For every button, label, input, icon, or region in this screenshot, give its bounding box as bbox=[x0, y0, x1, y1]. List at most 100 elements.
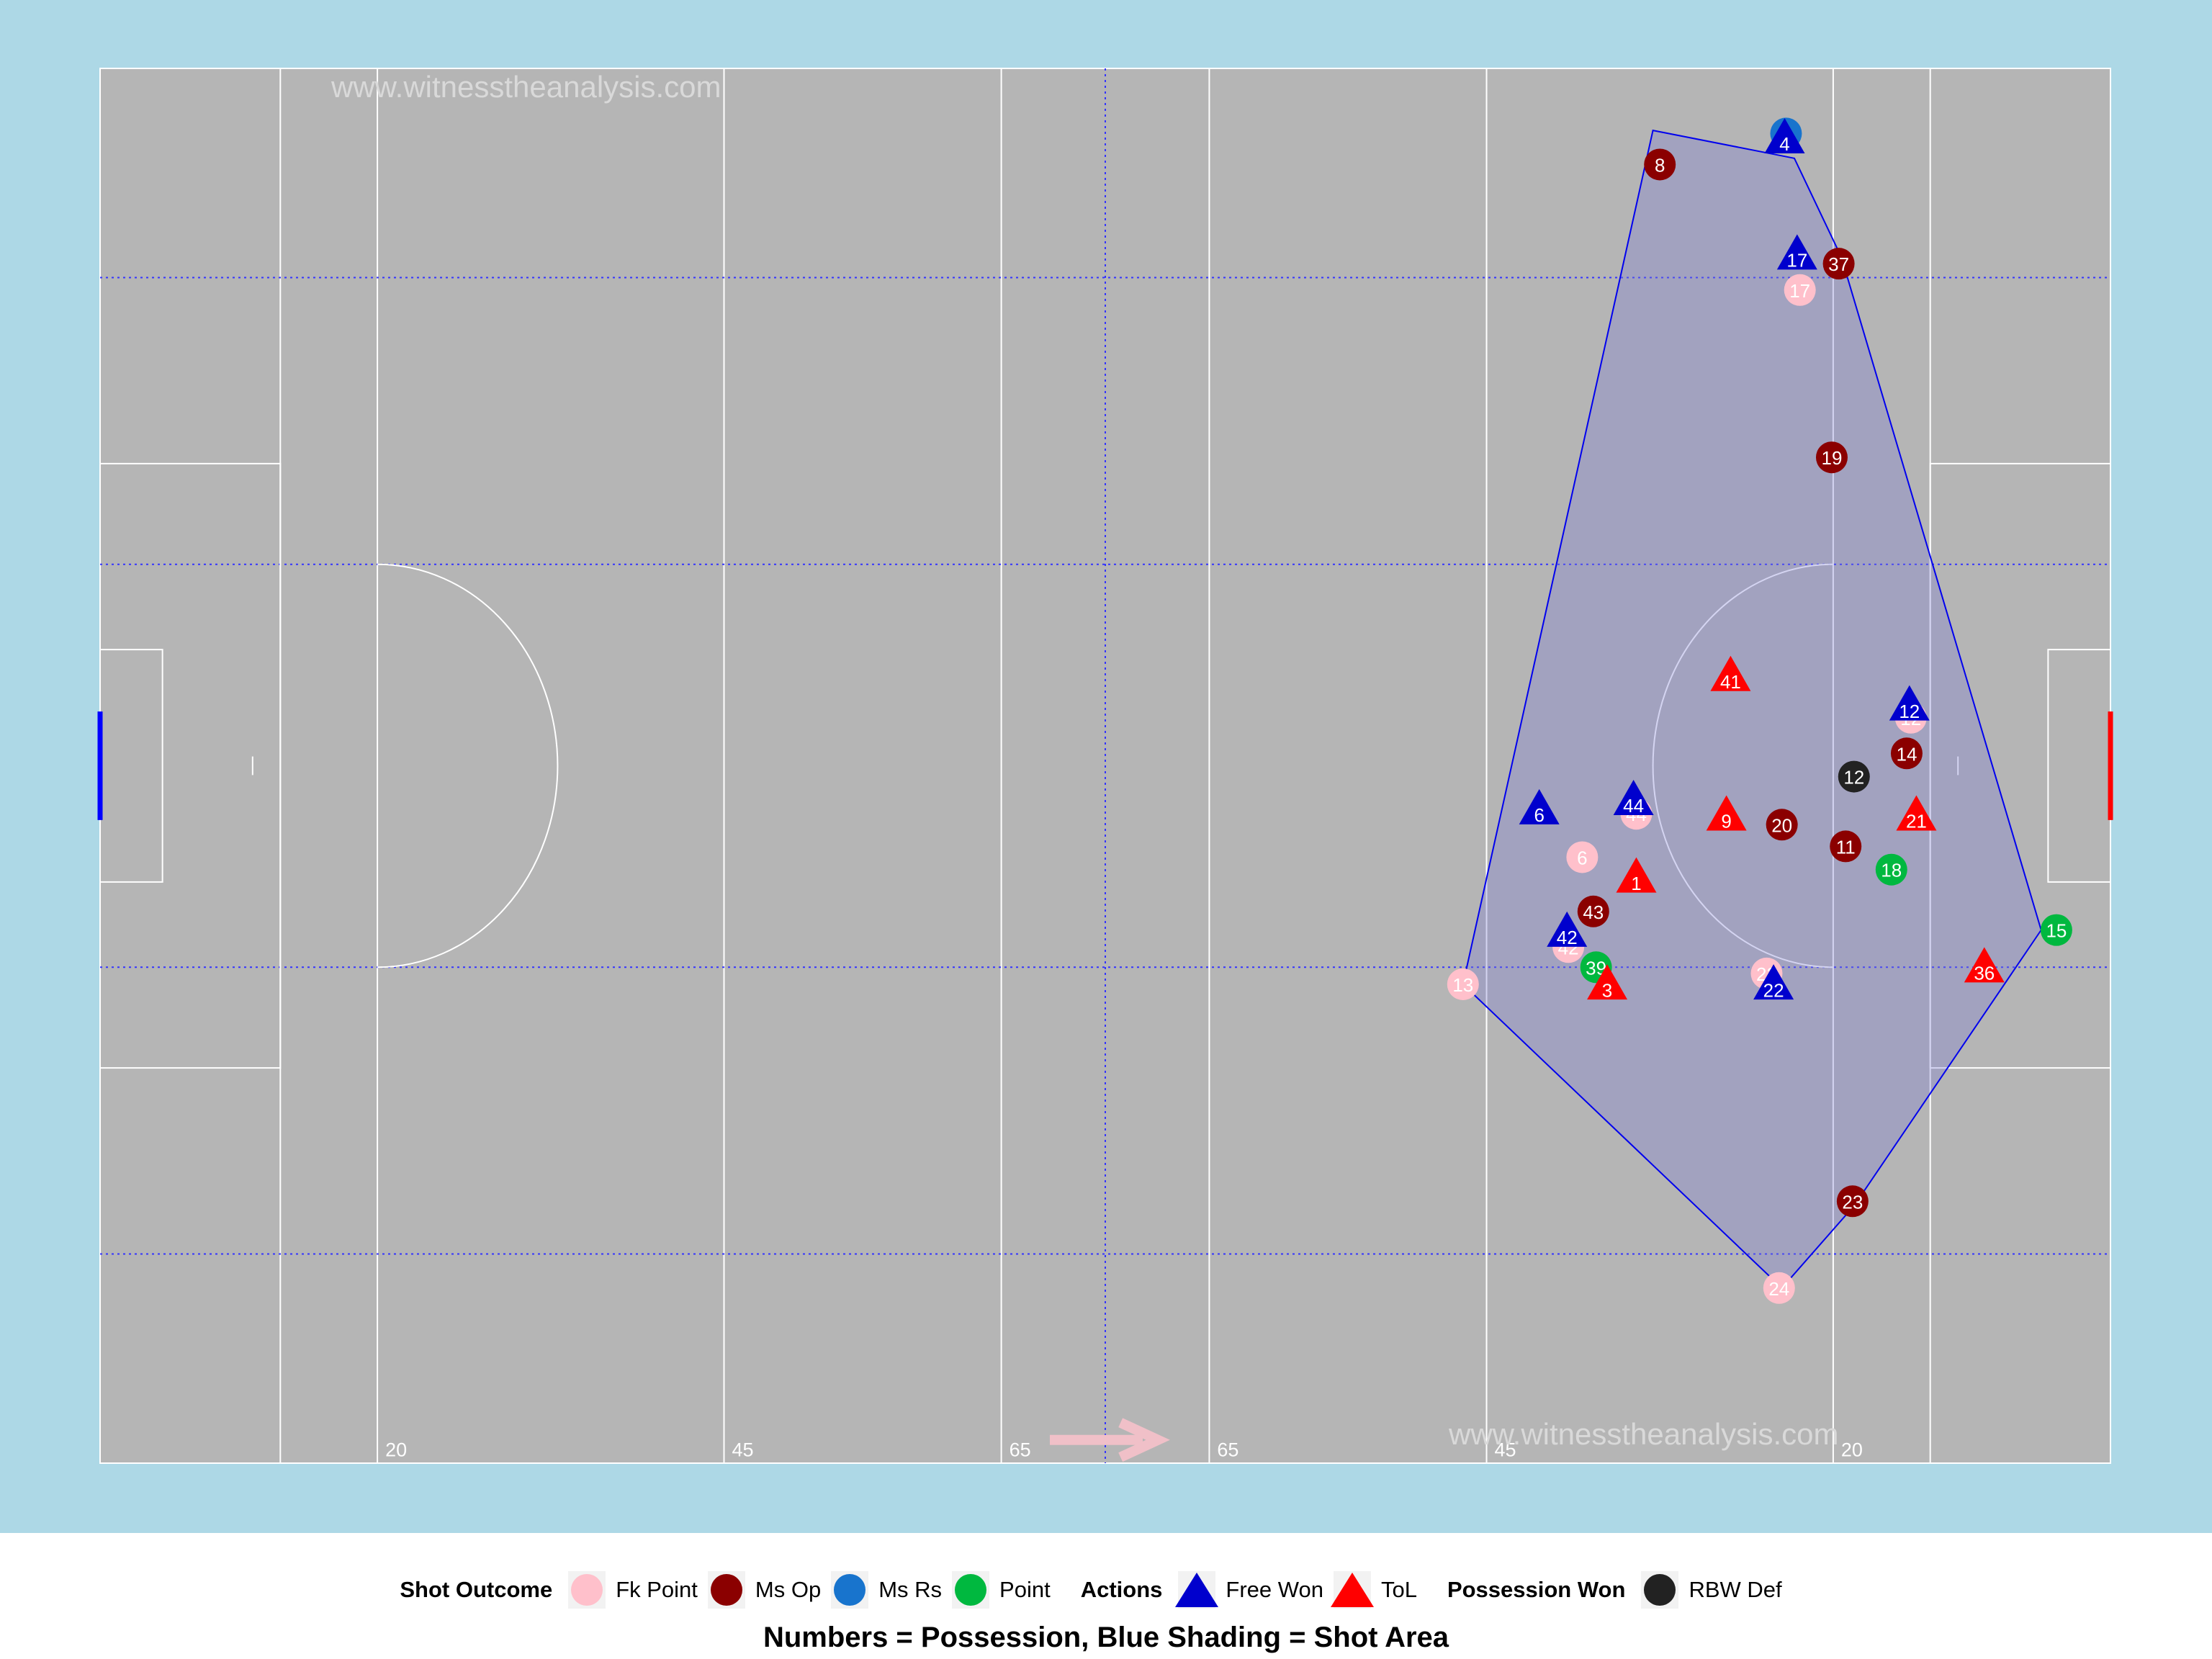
point-label: 12 bbox=[1843, 767, 1864, 788]
action-label: 12 bbox=[1899, 701, 1920, 722]
point-ms-op bbox=[1822, 248, 1855, 280]
legend-key-ms-op: Ms Op bbox=[707, 1571, 822, 1609]
point-ms-op bbox=[1830, 830, 1862, 863]
legend-key-free-won: Free Won bbox=[1175, 1571, 1323, 1609]
action-marker-free-won bbox=[1753, 964, 1794, 1000]
action-label: 36 bbox=[1974, 963, 1995, 984]
legend-key-rbw-def: RBW Def bbox=[1641, 1571, 1782, 1609]
point-fk-point bbox=[1763, 1272, 1795, 1304]
watermark-top: www.witnesstheanalysis.com bbox=[331, 70, 721, 104]
point-label: 11 bbox=[1836, 836, 1856, 858]
action-marker-tol bbox=[1616, 857, 1657, 893]
legend-label-rbw-def: RBW Def bbox=[1689, 1577, 1782, 1602]
action-marker-free-won bbox=[1613, 779, 1654, 815]
pitch-markings: 20 45 65 65 45 20 bbox=[97, 68, 2113, 1464]
point-ms-op bbox=[1577, 895, 1609, 927]
distance-label: 20 bbox=[385, 1439, 407, 1460]
tol-swatch bbox=[1330, 1573, 1374, 1607]
fk-point-swatch bbox=[571, 1574, 603, 1606]
point-label: 20 bbox=[1771, 814, 1792, 836]
small-rectangle-left bbox=[100, 649, 163, 883]
action-label: 41 bbox=[1720, 671, 1741, 693]
legend-title-shot-outcome: Shot Outcome bbox=[400, 1577, 553, 1602]
point-label: 37 bbox=[1828, 253, 1849, 275]
action-label: 44 bbox=[1623, 795, 1644, 817]
point-label: 43 bbox=[1583, 902, 1604, 923]
point-label: 24 bbox=[1768, 1278, 1789, 1300]
legend-title-actions: Actions bbox=[1080, 1577, 1163, 1602]
rbw-def-swatch bbox=[1644, 1574, 1676, 1606]
action-marker-free-won bbox=[1889, 685, 1930, 721]
distance-label: 65 bbox=[1010, 1439, 1031, 1460]
small-rectangle-right bbox=[2047, 649, 2110, 883]
legend: Shot Outcome Fk Point Ms Op Ms Rs Point … bbox=[0, 1570, 2212, 1610]
legend-possession-won: Possession Won RBW Def bbox=[1447, 1571, 1792, 1609]
point-swatch bbox=[955, 1574, 987, 1606]
legend-key-point: Point bbox=[952, 1571, 1051, 1609]
action-marker-tol bbox=[1964, 947, 2005, 983]
legend-label-fk-point: Fk Point bbox=[616, 1577, 698, 1602]
action-label: 9 bbox=[1721, 811, 1731, 832]
point-point bbox=[1875, 853, 1907, 886]
action-label: 3 bbox=[1602, 979, 1612, 1001]
action-marker-tol bbox=[1587, 964, 1628, 1000]
point-ms-op bbox=[1644, 148, 1676, 181]
legend-label-tol: ToL bbox=[1380, 1577, 1417, 1602]
point-label: 8 bbox=[1655, 154, 1665, 176]
large-rectangle-left bbox=[100, 462, 282, 1069]
legend-band bbox=[0, 1533, 2212, 1659]
ms-op-swatch bbox=[710, 1574, 742, 1606]
legend-shot-outcome: Shot Outcome Fk Point Ms Op Ms Rs Point bbox=[400, 1571, 1060, 1609]
action-marker-tol bbox=[1896, 795, 1937, 831]
point-ms-op bbox=[1890, 737, 1923, 770]
action-label: 22 bbox=[1763, 979, 1784, 1001]
point-label: 19 bbox=[1822, 447, 1843, 469]
action-label: 21 bbox=[1906, 811, 1927, 832]
distance-label: 20 bbox=[1841, 1439, 1863, 1460]
large-rectangle-right bbox=[1929, 462, 2110, 1069]
point-rbw-def bbox=[1838, 760, 1870, 793]
action-label: 4 bbox=[1779, 133, 1789, 155]
legend-label-free-won: Free Won bbox=[1226, 1577, 1323, 1602]
action-marker-tol bbox=[1706, 795, 1747, 831]
arc-left bbox=[377, 563, 559, 968]
point-point bbox=[2040, 914, 2072, 946]
legend-label-point: Point bbox=[999, 1577, 1051, 1602]
distance-label: 65 bbox=[1217, 1439, 1238, 1460]
action-markers-layer: 4 17 41 12 44 6 9 21 1 42 36 3 22 bbox=[1519, 117, 2005, 1001]
action-label: 1 bbox=[1631, 873, 1641, 894]
action-label: 42 bbox=[1557, 927, 1578, 948]
point-ms-op bbox=[1766, 809, 1798, 841]
chart-caption: Numbers = Possession, Blue Shading = Sho… bbox=[763, 1622, 1449, 1653]
legend-key-fk-point: Fk Point bbox=[568, 1571, 698, 1609]
point-label: 15 bbox=[2046, 920, 2067, 942]
direction-arrow-head bbox=[1118, 1418, 1170, 1462]
point-label: 6 bbox=[1577, 847, 1587, 868]
legend-label-ms-rs: Ms Rs bbox=[878, 1577, 943, 1602]
point-ms-op bbox=[1815, 441, 1848, 474]
distance-label: 45 bbox=[1495, 1439, 1516, 1460]
point-fk-point bbox=[1566, 841, 1599, 873]
action-marker-free-won bbox=[1776, 234, 1817, 270]
legend-label-ms-op: Ms Op bbox=[755, 1577, 822, 1602]
action-marker-free-won bbox=[1519, 788, 1560, 824]
arc-right bbox=[1652, 563, 1833, 968]
action-marker-tol bbox=[1710, 655, 1751, 691]
point-label: 14 bbox=[1896, 743, 1917, 765]
point-fk-point bbox=[1447, 968, 1479, 1000]
legend-key-ms-rs: Ms Rs bbox=[831, 1571, 942, 1609]
legend-actions: Actions Free Won ToL bbox=[1081, 1571, 1427, 1609]
point-label: 18 bbox=[1881, 860, 1902, 881]
point-label: 23 bbox=[1842, 1191, 1863, 1213]
action-marker-free-won bbox=[1764, 117, 1805, 153]
action-label: 6 bbox=[1534, 804, 1544, 826]
legend-key-tol: ToL bbox=[1330, 1571, 1417, 1609]
point-label: 13 bbox=[1452, 974, 1473, 996]
watermark-bottom: www.witnesstheanalysis.com bbox=[1448, 1417, 1839, 1451]
point-fk-point bbox=[1784, 274, 1816, 306]
legend-title-possession-won: Possession Won bbox=[1447, 1577, 1626, 1602]
ms-rs-swatch bbox=[834, 1574, 866, 1606]
